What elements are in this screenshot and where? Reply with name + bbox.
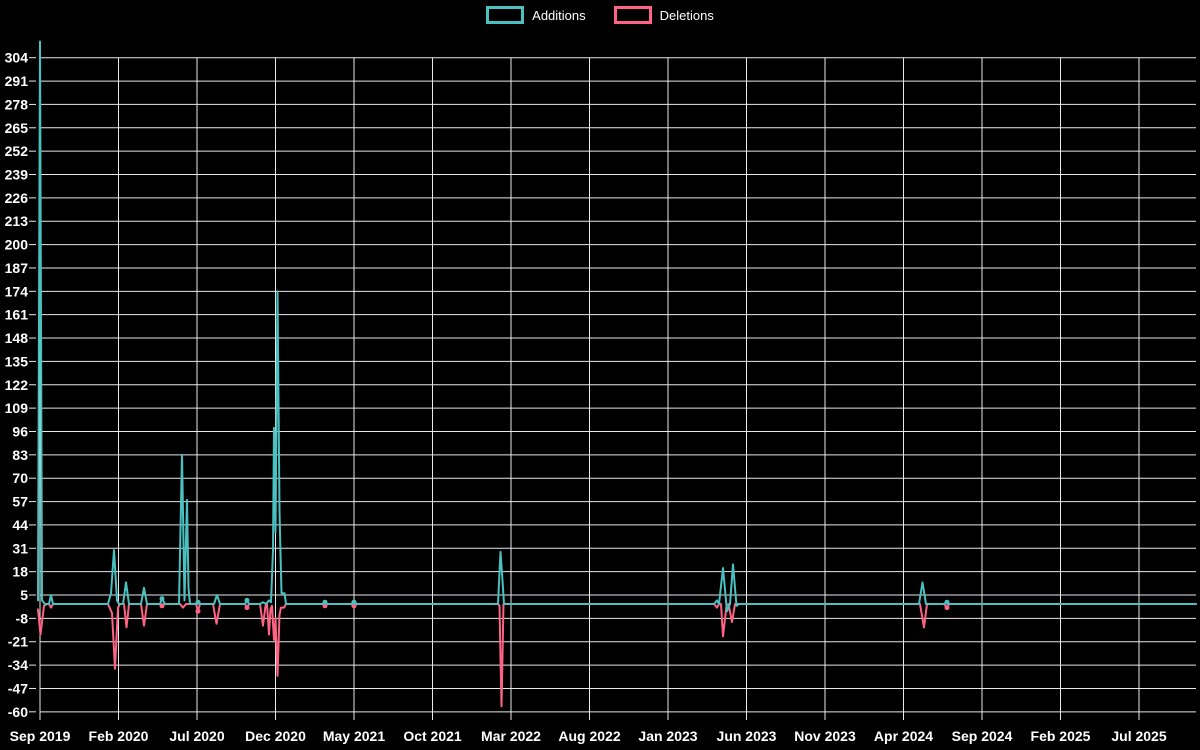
- y-tick-label: -60: [8, 704, 28, 720]
- deletions-point-marker[interactable]: [195, 608, 201, 614]
- x-tick-label: Mar 2022: [481, 728, 541, 744]
- additions-point-marker[interactable]: [244, 597, 250, 603]
- y-tick-label: 161: [5, 307, 29, 323]
- y-tick-label: 44: [12, 517, 28, 533]
- x-tick-label: Nov 2023: [794, 728, 856, 744]
- y-tick-label: 83: [12, 447, 28, 463]
- x-tick-label: Oct 2021: [403, 728, 462, 744]
- y-tick-label: 252: [5, 143, 29, 159]
- x-tick-label: Feb 2025: [1031, 728, 1091, 744]
- deletions-point-marker[interactable]: [322, 603, 328, 609]
- y-tick-label: -47: [8, 680, 28, 696]
- legend-item-additions[interactable]: Additions: [486, 6, 586, 24]
- y-tick-label: 213: [5, 213, 29, 229]
- y-tick-label: 174: [5, 283, 29, 299]
- deletions-legend-label: Deletions: [659, 7, 714, 23]
- additions-point-marker[interactable]: [322, 599, 328, 605]
- y-tick-label: 31: [12, 540, 28, 556]
- x-tick-label: Apr 2024: [874, 728, 933, 744]
- y-tick-label: 226: [5, 190, 29, 206]
- y-tick-label: 57: [12, 494, 28, 510]
- y-tick-label: 265: [5, 120, 29, 136]
- y-tick-label: 135: [5, 353, 29, 369]
- x-tick-label: Jun 2023: [717, 728, 777, 744]
- x-tick-label: Feb 2020: [89, 728, 149, 744]
- y-tick-label: 70: [12, 470, 28, 486]
- y-tick-label: 96: [12, 423, 28, 439]
- x-tick-label: Sep 2019: [10, 728, 71, 744]
- y-tick-label: -21: [8, 634, 28, 650]
- y-tick-label: 291: [5, 73, 29, 89]
- additions-point-marker[interactable]: [195, 599, 201, 605]
- deletions-point-marker[interactable]: [244, 605, 250, 611]
- x-tick-label: Jul 2025: [1111, 728, 1166, 744]
- x-tick-label: Jan 2023: [638, 728, 697, 744]
- x-tick-label: Jul 2020: [169, 728, 224, 744]
- y-tick-label: 122: [5, 377, 29, 393]
- y-tick-label: -8: [16, 610, 29, 626]
- x-tick-label: Dec 2020: [245, 728, 306, 744]
- deletions-point-marker[interactable]: [159, 603, 165, 609]
- x-tick-label: Sep 2024: [952, 728, 1013, 744]
- deletions-line[interactable]: [37, 603, 1197, 708]
- legend-item-deletions[interactable]: Deletions: [613, 6, 714, 24]
- deletions-swatch-icon: [613, 6, 652, 24]
- additions-point-marker[interactable]: [944, 599, 950, 605]
- additions-point-marker[interactable]: [159, 596, 165, 602]
- y-tick-label: -34: [8, 657, 28, 673]
- x-tick-label: Aug 2022: [558, 728, 620, 744]
- y-tick-label: 5: [20, 587, 28, 603]
- y-tick-label: 239: [5, 167, 29, 183]
- y-tick-label: 278: [5, 96, 29, 112]
- y-tick-label: 18: [12, 564, 28, 580]
- chart-legend: Additions Deletions: [0, 6, 1200, 24]
- deletions-point-marker[interactable]: [944, 605, 950, 611]
- y-tick-label: 200: [5, 237, 29, 253]
- additions-legend-label: Additions: [532, 7, 586, 23]
- y-tick-label: 148: [5, 330, 29, 346]
- additions-line[interactable]: [37, 40, 1197, 613]
- y-tick-label: 304: [5, 50, 29, 66]
- additions-point-marker[interactable]: [351, 599, 357, 605]
- y-tick-label: 187: [5, 260, 29, 276]
- x-tick-label: May 2021: [323, 728, 385, 744]
- additions-swatch-icon: [486, 6, 525, 24]
- y-tick-label: 109: [5, 400, 29, 416]
- deletions-point-marker[interactable]: [351, 603, 357, 609]
